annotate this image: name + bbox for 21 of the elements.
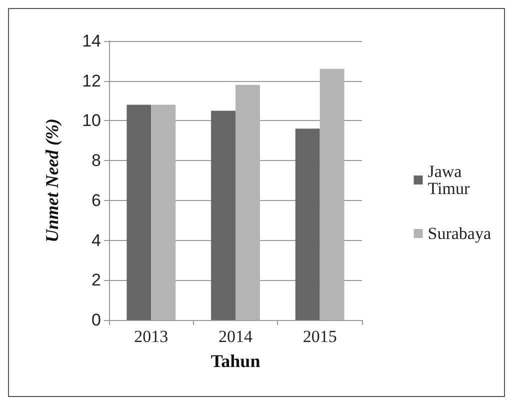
legend-label: Surabaya bbox=[428, 224, 492, 243]
bar bbox=[320, 68, 344, 320]
x-tick-label: 2014 bbox=[218, 327, 253, 346]
x-tick-label: 2013 bbox=[134, 327, 168, 346]
y-tick-label: 2 bbox=[92, 270, 101, 290]
y-tick-label: 6 bbox=[92, 190, 101, 210]
y-tick-label: 12 bbox=[82, 71, 101, 90]
bar bbox=[236, 84, 260, 320]
bar bbox=[211, 110, 236, 320]
bar bbox=[126, 104, 152, 320]
legend-label: Jawa Timur bbox=[428, 162, 470, 198]
bar bbox=[151, 104, 176, 320]
y-tick-label: 14 bbox=[82, 32, 101, 50]
x-tick-label: 2015 bbox=[302, 327, 337, 346]
y-tick-label: 10 bbox=[82, 111, 101, 130]
x-axis-title: Tahun bbox=[210, 351, 260, 371]
y-tick-label: 0 bbox=[92, 310, 101, 330]
y-tick-label: 8 bbox=[92, 151, 101, 170]
y-tick-label: 4 bbox=[92, 230, 101, 250]
bar bbox=[295, 128, 320, 320]
y-axis-title: Unmet Need (%) bbox=[42, 118, 62, 242]
